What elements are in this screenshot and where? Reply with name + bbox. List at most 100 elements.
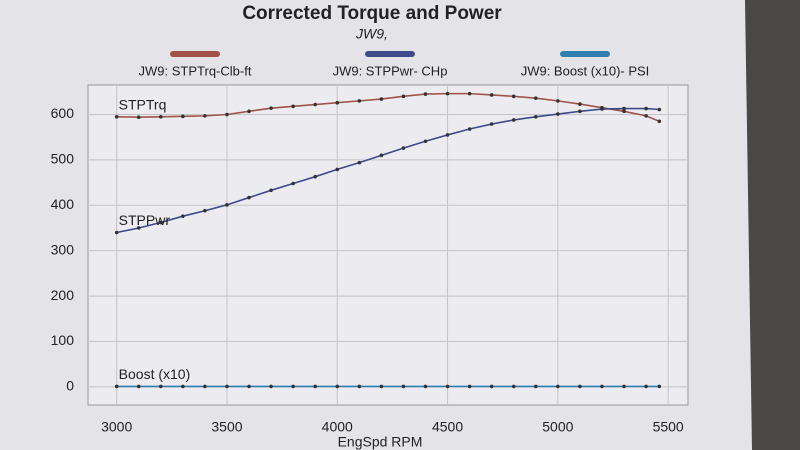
data-point: [379, 153, 384, 158]
legend-label: JW9: STPPwr- CHp: [333, 63, 448, 78]
data-point: [533, 384, 538, 389]
data-point: [657, 384, 662, 389]
data-point: [247, 109, 251, 114]
series-label: STPPwr: [119, 212, 171, 228]
data-point: [158, 114, 163, 119]
data-point: [622, 109, 626, 114]
data-point: [203, 208, 207, 213]
legend-swatch: [170, 51, 220, 57]
series-line: [116, 92, 660, 123]
data-point: [401, 146, 406, 150]
data-point: [136, 115, 141, 120]
data-point: [225, 112, 229, 117]
x-tick-label: 3000: [101, 419, 132, 435]
data-point: [600, 384, 604, 389]
data-point: [556, 384, 560, 389]
data-point: [533, 114, 538, 119]
data-point: [401, 94, 406, 99]
data-point: [313, 384, 318, 389]
x-tick-label: 4000: [322, 419, 353, 435]
data-point: [136, 384, 141, 389]
data-point: [313, 174, 318, 179]
data-point: [511, 384, 516, 389]
data-point: [203, 384, 207, 389]
data-point: [291, 181, 295, 186]
data-point: [401, 384, 406, 389]
data-point: [445, 133, 450, 137]
data-point: [181, 384, 185, 389]
data-point: [556, 99, 560, 103]
data-point: [158, 220, 163, 225]
data-point: [445, 384, 450, 389]
data-point: [379, 97, 384, 101]
legend-label: JW9: STPTrq-Clb-ft: [139, 63, 252, 78]
data-point: [114, 384, 119, 389]
data-point: [489, 93, 494, 97]
data-point: [511, 94, 516, 99]
y-tick-label: 100: [51, 332, 75, 348]
series-line: [116, 107, 660, 234]
data-point: [136, 226, 141, 230]
data-point: [644, 114, 648, 118]
x-tick-label: 5000: [542, 419, 573, 435]
data-point: [578, 102, 582, 106]
data-point: [644, 384, 648, 389]
data-point: [357, 384, 362, 389]
data-point: [657, 119, 662, 124]
data-point: [247, 195, 251, 200]
series-label: STPTrq: [119, 96, 167, 112]
data-point: [269, 106, 273, 110]
data-point: [578, 384, 582, 389]
data-point: [357, 99, 362, 103]
plot-area: [87, 84, 689, 406]
data-point: [578, 109, 582, 114]
x-tick-label: 4500: [432, 419, 463, 435]
data-point: [269, 384, 273, 389]
data-point: [467, 127, 472, 131]
data-point: [225, 384, 229, 389]
data-point: [114, 114, 119, 119]
data-point: [291, 104, 295, 109]
data-point: [423, 92, 428, 96]
data-point: [622, 384, 626, 389]
x-axis-label: EngSpd RPM: [338, 434, 423, 450]
data-point: [423, 384, 428, 389]
data-point: [313, 102, 318, 107]
x-tick-label: 5500: [653, 419, 684, 435]
data-point: [445, 91, 450, 96]
y-tick-label: 500: [51, 151, 75, 167]
y-tick-label: 200: [51, 287, 75, 303]
data-point: [511, 118, 516, 122]
legend-label: JW9: Boost (x10)- PSI: [521, 63, 650, 78]
y-tick-label: 300: [51, 241, 75, 257]
data-point: [423, 139, 428, 144]
data-point: [335, 167, 340, 172]
data-point: [657, 107, 662, 112]
data-point: [533, 96, 538, 100]
data-point: [489, 384, 494, 389]
data-point: [291, 384, 295, 389]
data-point: [158, 384, 163, 389]
data-point: [622, 106, 626, 111]
data-point: [203, 114, 207, 118]
series-label: Boost (x10): [119, 366, 191, 382]
data-point: [181, 214, 185, 218]
data-point: [556, 112, 560, 116]
data-point: [357, 160, 362, 165]
chart-title: Corrected Torque and Power: [242, 3, 502, 24]
x-tick-label: 3500: [211, 419, 242, 435]
chart-subtitle: JW9,: [355, 26, 388, 42]
y-tick-label: 400: [51, 196, 75, 212]
data-point: [379, 384, 384, 389]
data-point: [467, 91, 472, 96]
y-tick-label: 0: [66, 378, 74, 394]
data-point: [335, 100, 340, 105]
data-point: [489, 122, 494, 126]
data-point: [600, 107, 604, 111]
data-point: [644, 106, 648, 111]
data-point: [467, 384, 472, 389]
legend-swatch: [560, 51, 610, 57]
legend-swatch: [365, 51, 415, 57]
